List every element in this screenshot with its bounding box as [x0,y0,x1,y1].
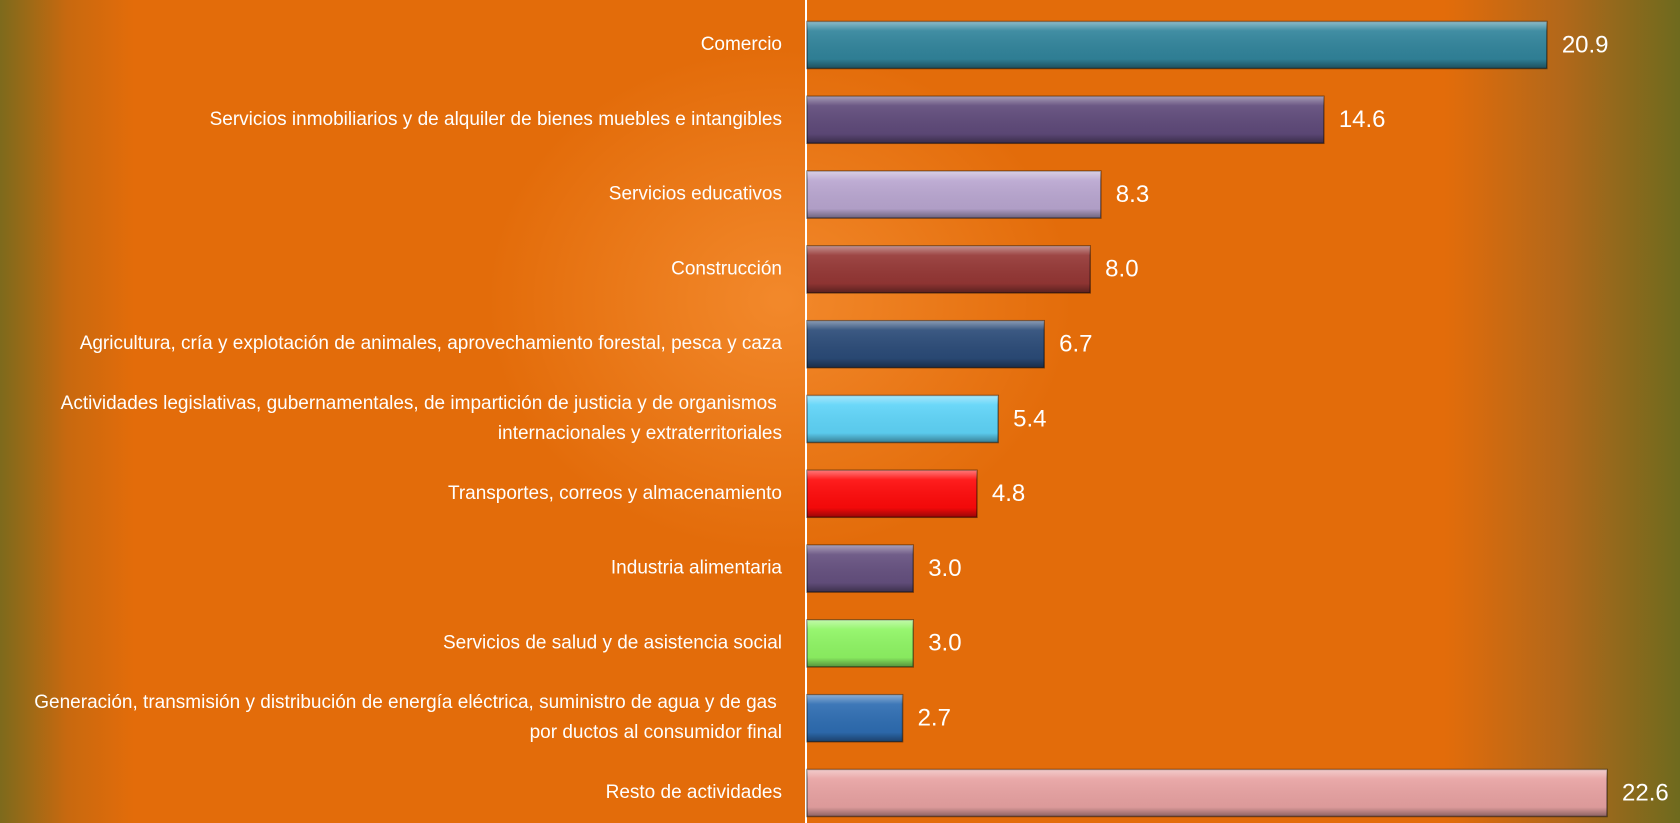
category-label: Actividades legislativas, gubernamentale… [61,393,782,444]
bar-shine [807,96,1324,144]
bar-shine [807,245,1091,293]
bar-shine [807,171,1101,219]
bar-shine [807,694,903,742]
bar-shine [807,769,1607,817]
value-label: 5.4 [1013,405,1046,432]
value-label: 3.0 [928,555,961,582]
category-label: Servicios educativos [609,184,782,205]
category-label: Construcción [671,258,782,279]
category-label: Industria alimentaria [611,558,783,579]
value-label: 20.9 [1562,31,1609,58]
bar-shine [807,545,914,593]
bar-shine [807,470,977,518]
value-label: 8.0 [1105,256,1138,283]
value-label: 6.7 [1059,331,1092,358]
category-label: Transportes, correos y almacenamiento [448,483,782,504]
value-label: 4.8 [992,480,1025,507]
value-label: 14.6 [1339,106,1386,133]
category-label: Resto de actividades [606,782,782,803]
category-label: Agricultura, cría y explotación de anima… [80,333,783,354]
category-label: Generación, transmisión y distribución d… [34,692,782,743]
bar-shine [807,21,1547,69]
bar-shine [807,395,999,443]
value-label: 8.3 [1116,181,1149,208]
category-label: Comercio [701,34,782,55]
value-label: 2.7 [918,705,951,732]
bar-shine [807,619,914,667]
category-label: Servicios de salud y de asistencia socia… [443,632,782,653]
category-label: Servicios inmobiliarios y de alquiler de… [210,109,782,130]
value-label: 22.6 [1622,779,1669,806]
value-label: 3.0 [928,630,961,657]
bar-shine [807,320,1045,368]
